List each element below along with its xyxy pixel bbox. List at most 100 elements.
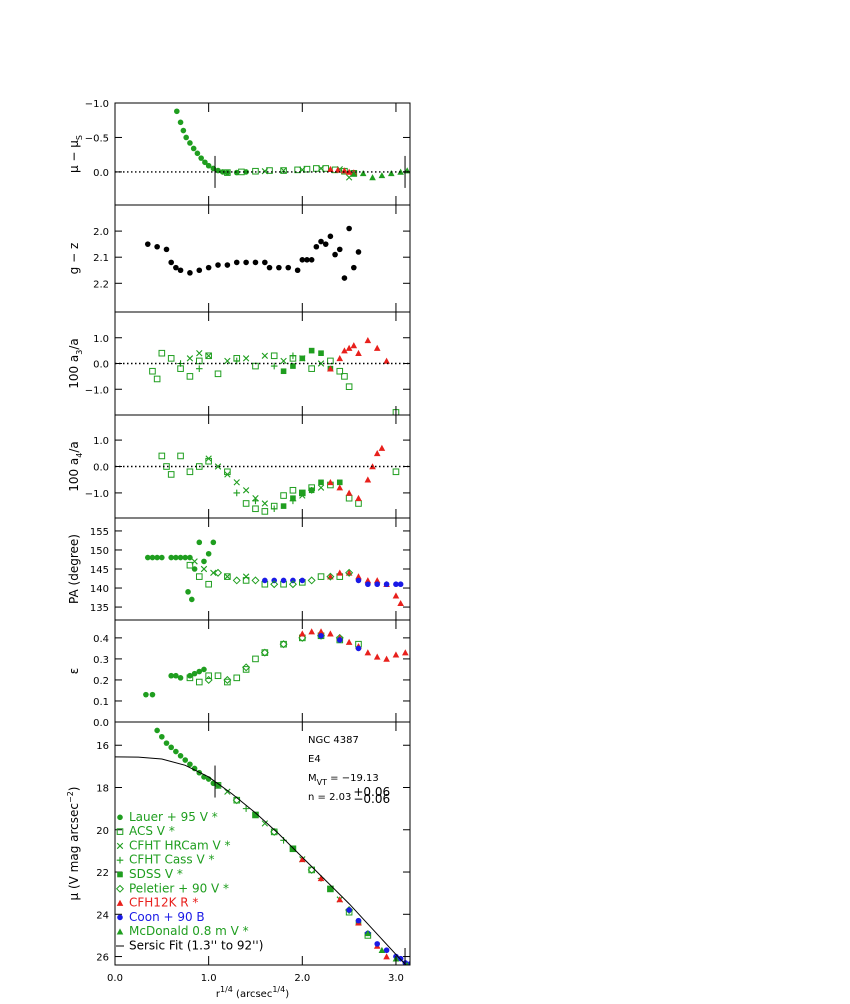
point [341, 373, 348, 380]
point [392, 592, 400, 599]
point [369, 463, 376, 470]
y-axis-label: g − z [67, 243, 81, 275]
point [374, 941, 381, 947]
point [233, 674, 241, 682]
point [116, 928, 124, 935]
y-tick-label: −0.5 [85, 133, 109, 144]
point [242, 577, 250, 584]
label-part: M [308, 773, 317, 784]
point [168, 672, 174, 679]
point [149, 367, 156, 375]
point [242, 487, 250, 494]
point [174, 108, 180, 115]
point [327, 365, 334, 372]
y-axis-label: ε [67, 668, 81, 675]
point [190, 145, 197, 152]
panel-frame [114, 721, 411, 966]
point [182, 554, 189, 561]
point [346, 907, 352, 913]
point [204, 675, 213, 684]
point [280, 368, 287, 375]
point [233, 489, 241, 497]
point [262, 259, 268, 266]
point [383, 655, 390, 662]
y-tick-label: 2.1 [93, 253, 109, 264]
point [224, 169, 231, 176]
legend-label: CFH12K R * [129, 896, 198, 910]
point [317, 875, 325, 882]
point [288, 580, 297, 589]
point [336, 246, 343, 253]
point [327, 233, 334, 240]
point [308, 365, 315, 372]
plot-area [143, 628, 409, 698]
point [355, 573, 362, 580]
point [186, 373, 194, 380]
plot-area [144, 539, 404, 607]
point [364, 930, 372, 937]
point [243, 259, 249, 266]
point [261, 820, 269, 827]
point [115, 884, 125, 893]
y-axis-label: μ (V mag arcsec−2) [66, 787, 81, 901]
point [191, 558, 198, 565]
point [252, 167, 259, 175]
point [373, 344, 381, 351]
point [143, 691, 149, 698]
label-part: ) [67, 787, 81, 792]
point [308, 347, 315, 354]
point [215, 782, 221, 789]
y-axis-label: 100 a4/a [67, 441, 84, 492]
point [163, 740, 170, 746]
point [280, 577, 287, 584]
point [252, 655, 259, 663]
y-tick-label: 0.4 [93, 634, 109, 645]
point [196, 350, 203, 357]
point [336, 479, 343, 486]
y-tick-label: 0.0 [93, 463, 109, 474]
label-part: VT [317, 778, 327, 787]
point [345, 569, 353, 576]
point [173, 264, 179, 271]
y-tick-label: 20 [96, 826, 109, 837]
point [159, 554, 165, 561]
point [345, 168, 353, 175]
point [144, 554, 151, 561]
point [186, 355, 194, 362]
point [205, 672, 212, 680]
point [350, 170, 358, 177]
point [383, 357, 390, 364]
point [185, 589, 191, 595]
legend-label: McDonald 0.8 m V * [129, 924, 249, 938]
point [393, 581, 399, 588]
point [299, 355, 306, 362]
point [327, 630, 334, 637]
point [177, 452, 184, 460]
point [345, 638, 353, 645]
point [327, 165, 334, 172]
y-tick-label: 0.2 [93, 676, 109, 687]
x-tick-label: 2.0 [294, 973, 310, 984]
point [233, 357, 241, 365]
point [294, 166, 301, 174]
legend-label: Lauer + 95 V * [129, 810, 218, 824]
legend-label: CFHT HRCam V * [129, 838, 230, 852]
point [336, 484, 344, 491]
point [182, 757, 189, 763]
point [214, 568, 223, 577]
point [200, 565, 208, 573]
point [210, 569, 217, 576]
point [294, 267, 301, 274]
point [355, 917, 362, 924]
plot-area [158, 444, 400, 515]
point [318, 350, 324, 356]
label-part: 1/4 [220, 985, 233, 994]
point [177, 675, 184, 681]
point [299, 490, 306, 496]
point [201, 666, 207, 673]
panel-frame [114, 102, 411, 206]
point [261, 508, 269, 515]
y-tick-label: 24 [96, 910, 109, 921]
point [214, 463, 222, 470]
point [215, 262, 221, 268]
